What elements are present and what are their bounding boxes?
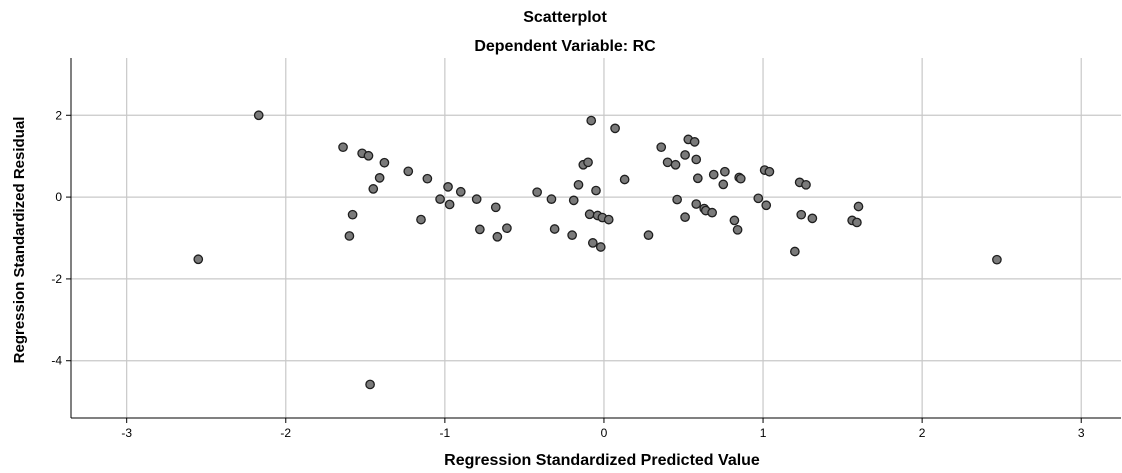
scatter-point (344, 231, 355, 241)
scatter-point (363, 150, 374, 161)
scatter-point (643, 230, 654, 240)
scatter-point (689, 137, 700, 147)
scatter-point (365, 379, 375, 390)
scatter-point (619, 174, 630, 185)
scatter-point (720, 166, 730, 177)
scatter-point (735, 173, 746, 184)
scatter-point (603, 214, 614, 225)
scatter-point (708, 169, 719, 180)
scatter-point (455, 186, 466, 197)
scatter-point (680, 212, 690, 222)
scatter-point (502, 223, 512, 234)
scatter-point (691, 199, 702, 209)
scatter-point (595, 242, 606, 252)
scatter-point (691, 154, 702, 165)
scatter-point (193, 254, 204, 265)
x-tick-label: -3 (121, 426, 132, 440)
scatter-point (584, 209, 595, 220)
scatter-point (568, 195, 579, 206)
scatter-point (374, 173, 385, 183)
scatter-point (338, 142, 348, 153)
scatter-point (573, 179, 584, 190)
scatter-point (852, 217, 862, 228)
scatter-point (583, 157, 593, 168)
scatter-point (403, 166, 414, 177)
scatter-point (801, 179, 811, 190)
scatter-point (761, 200, 772, 211)
data-points (193, 110, 1002, 390)
scatter-point (443, 182, 453, 192)
scatter-point (764, 166, 775, 177)
scatter-point (591, 185, 601, 196)
x-axis-label: Regression Standardized Predicted Value (444, 452, 760, 469)
scatter-point (796, 209, 807, 220)
scatter-point (475, 224, 485, 235)
y-tick-label: -2 (51, 272, 62, 286)
tick-labels: -3 -2 -1 0 1 2 3 -4 -2 0 2 (51, 108, 1085, 440)
scatter-point (471, 194, 482, 204)
y-tick-label: -4 (51, 354, 62, 368)
scatter-point (692, 173, 703, 184)
scatter-point (435, 194, 445, 204)
scatter-point (672, 194, 682, 205)
scatter-point (422, 173, 433, 184)
scatter-point (670, 159, 681, 170)
scatter-point (807, 213, 818, 224)
scatter-point (490, 202, 501, 213)
scatter-point (567, 230, 577, 240)
scatter-point (610, 123, 620, 134)
grid-lines (71, 58, 1121, 418)
scatter-point (492, 231, 503, 242)
axes (66, 58, 1121, 423)
x-tick-label: 1 (760, 426, 767, 440)
scatter-point (707, 207, 717, 218)
scatter-point (680, 150, 690, 160)
x-tick-label: -1 (440, 426, 451, 440)
scatter-point (347, 209, 358, 220)
x-tick-label: -2 (280, 426, 291, 440)
scatter-point (532, 187, 542, 198)
scatter-point (549, 224, 560, 234)
scatter-point (587, 238, 598, 248)
scatter-point (586, 115, 597, 126)
x-tick-label: 0 (601, 426, 608, 440)
scatter-point (368, 184, 379, 194)
y-tick-label: 0 (55, 190, 62, 204)
scatter-point (253, 110, 264, 121)
scatter-point (379, 157, 390, 168)
y-axis-label: Regression Standardized Residual (11, 117, 28, 364)
chart-subtitle: Dependent Variable: RC (474, 38, 656, 55)
scatter-point (992, 254, 1002, 265)
scatter-point (444, 199, 455, 210)
scatter-point (790, 246, 800, 257)
scatter-point (853, 201, 864, 212)
scatter-point (662, 157, 673, 168)
y-tick-label: 2 (55, 108, 62, 122)
scatter-point (729, 215, 740, 226)
scatter-point (546, 194, 557, 204)
scatter-point (416, 214, 426, 225)
scatter-point (656, 142, 667, 153)
scatter-point (732, 224, 743, 235)
x-tick-label: 2 (919, 426, 926, 440)
x-tick-label: 3 (1078, 426, 1085, 440)
chart-title: Scatterplot (523, 9, 607, 26)
scatter-point (753, 193, 764, 204)
scatter-point (718, 179, 729, 190)
